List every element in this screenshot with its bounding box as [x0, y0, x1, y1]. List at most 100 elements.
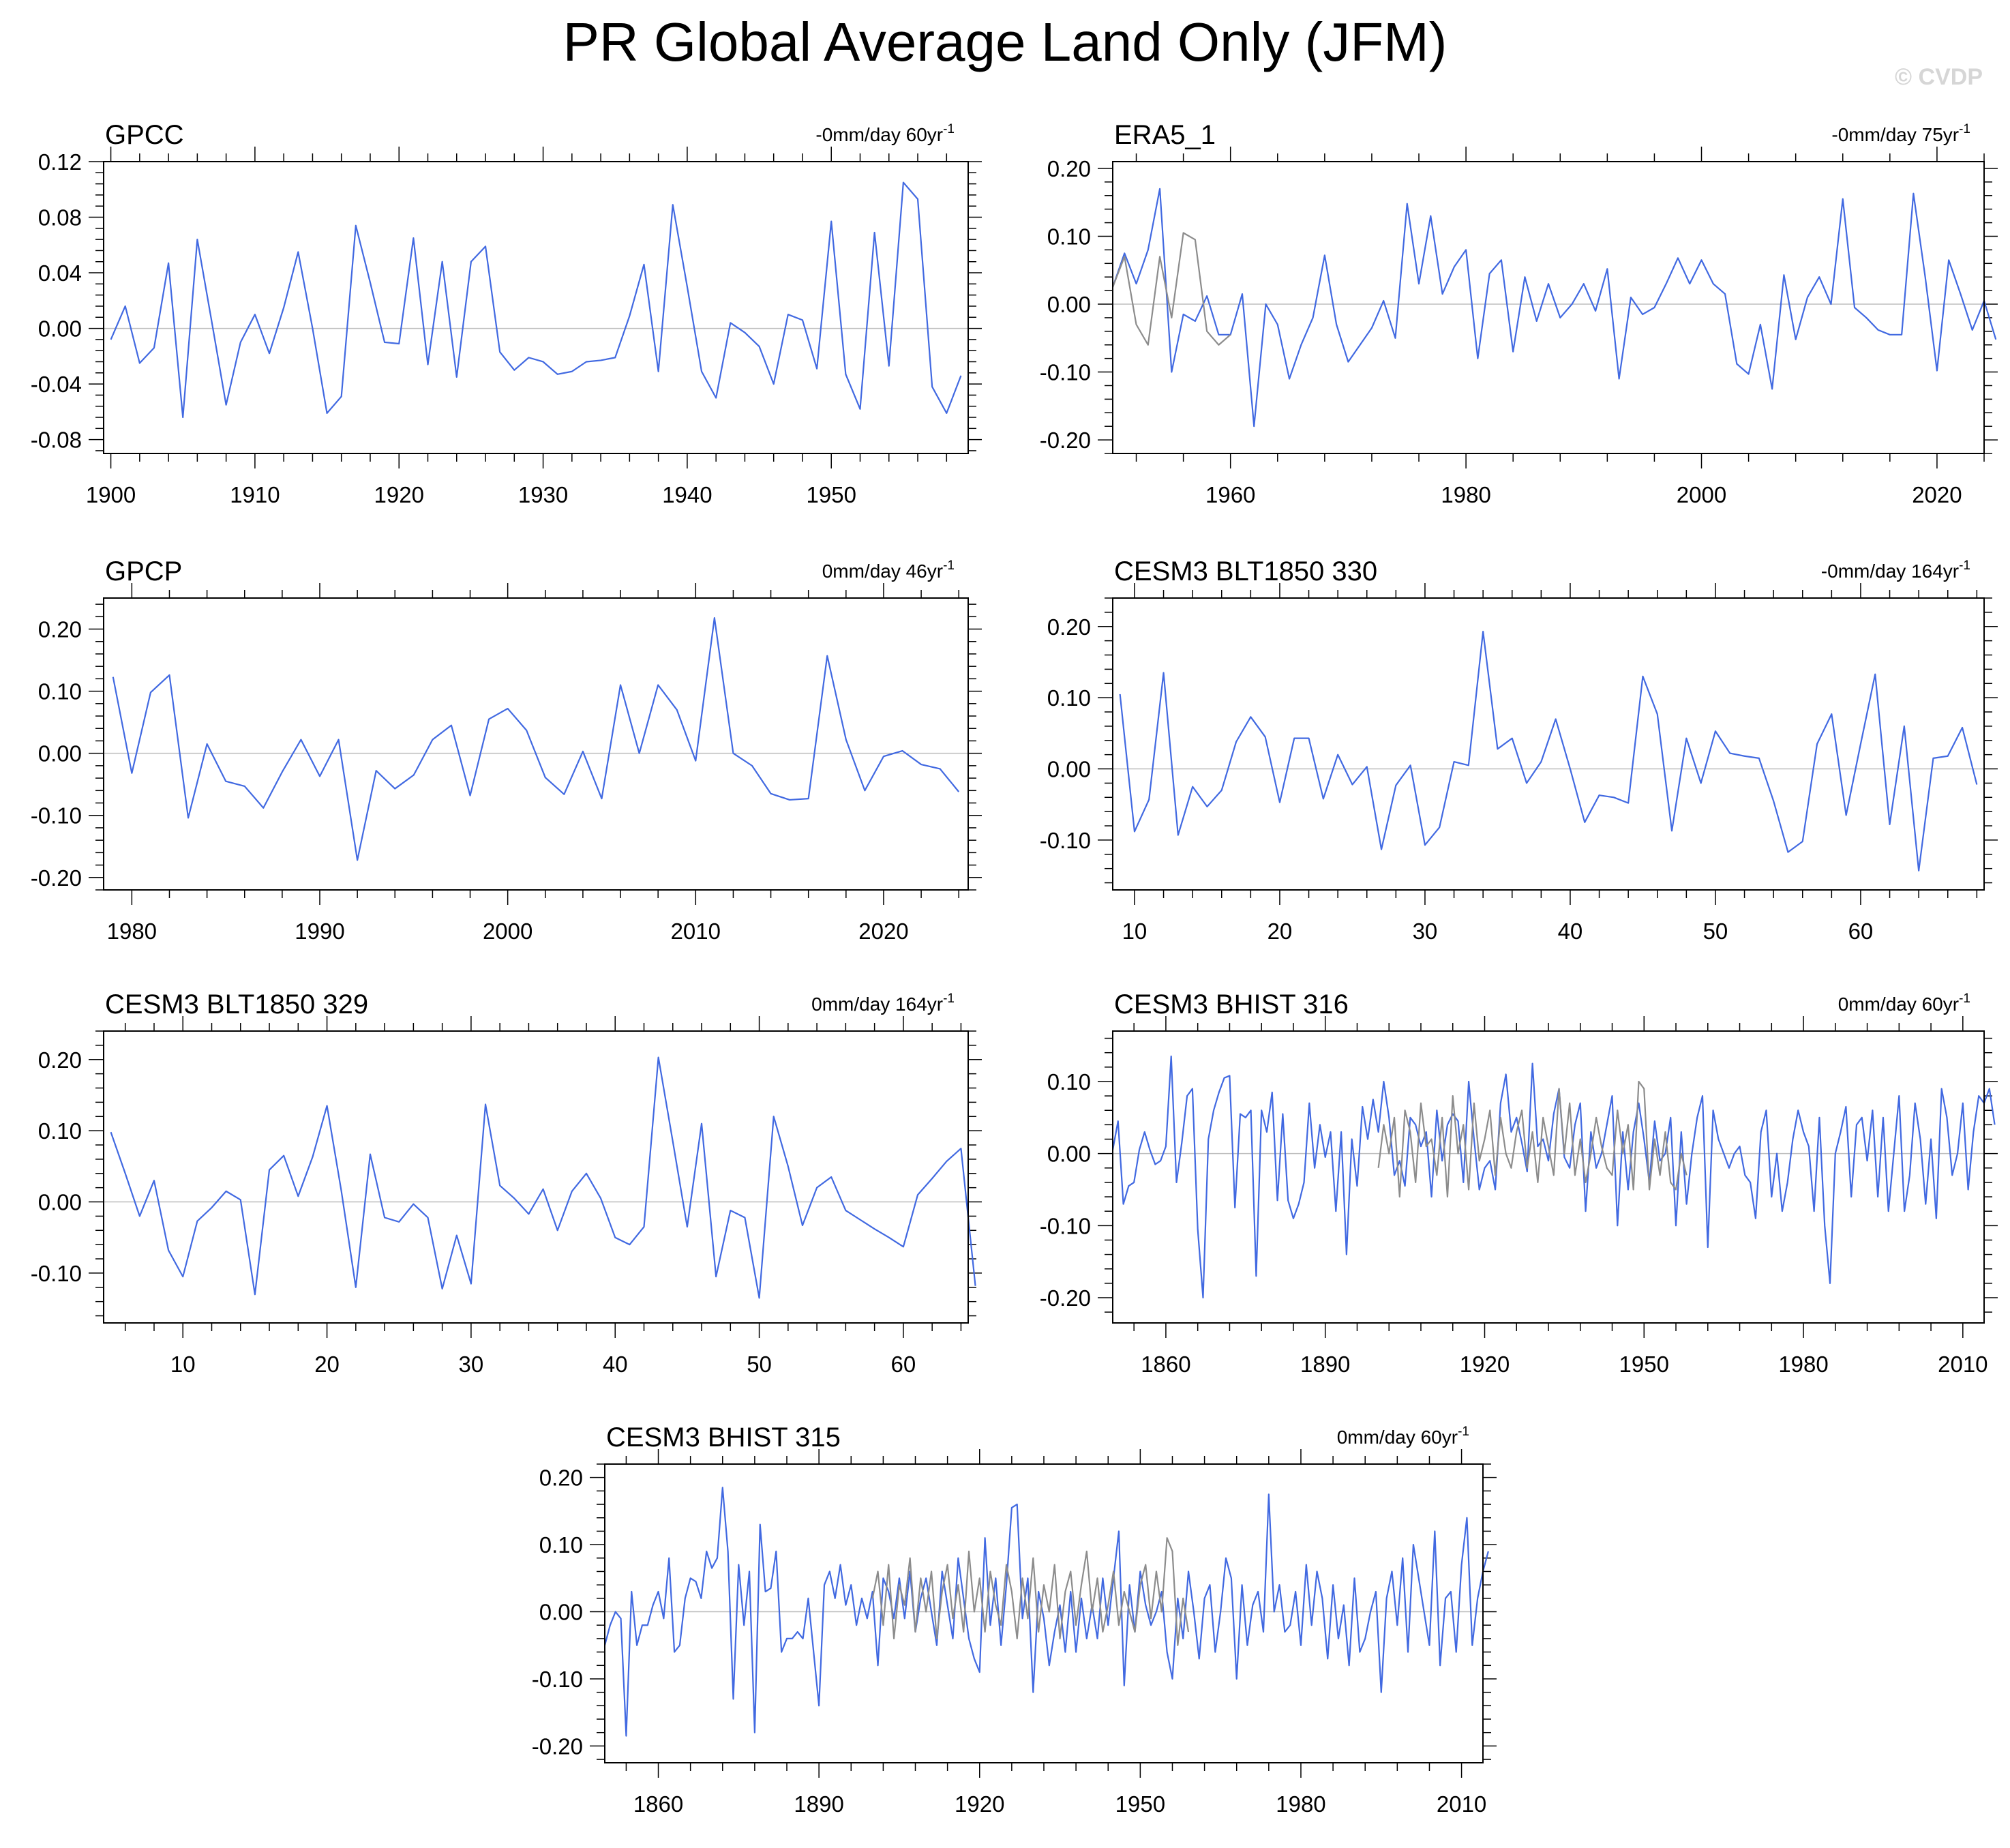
y-tick-label: 0.20 [539, 1465, 583, 1491]
x-tick-label: 1860 [633, 1791, 683, 1817]
chart-title: CESM3 BHIST 315 [606, 1422, 841, 1452]
series-line-0 [1111, 188, 1997, 428]
y-tick-label: 0.12 [38, 149, 82, 175]
x-tick-label: 1950 [807, 482, 856, 507]
panel-cesm3-bhist-315: CESM3 BHIST 315 0mm/day 60yr-1 -0.20 -0.10 0… [515, 1408, 1498, 1838]
page-title: PR Global Average Land Only (JFM) [562, 12, 1448, 72]
trend-main: 0mm/day 60yr [1337, 1427, 1458, 1448]
x-tick-label: 1990 [295, 919, 344, 944]
x-tick-label: 1950 [1115, 1791, 1165, 1817]
x-tick-label: 1900 [86, 482, 136, 507]
x-tick-label: 50 [747, 1352, 772, 1377]
x-tick-label: 2000 [483, 919, 532, 944]
cesm3-bhist-315-svg: CESM3 BHIST 315 0mm/day 60yr-1 -0.20 -0.10 0… [532, 1422, 1498, 1817]
x-tick-label: 2020 [858, 919, 908, 944]
x-tick-label: 20 [314, 1352, 340, 1377]
trend-main: -0mm/day 75yr [1831, 124, 1959, 145]
y-tick-label: -0.20 [1040, 428, 1091, 453]
trend-label: 0mm/day 164yr-1 [811, 992, 955, 1015]
x-tick-label: 30 [1413, 919, 1438, 944]
chart-title: GPCC [105, 120, 184, 150]
y-tick-label: -0.08 [31, 428, 82, 453]
x-tick-label: 10 [170, 1352, 196, 1377]
x-tick-label: 2020 [1912, 482, 1962, 507]
panel-era5: ERA5_1 -0mm/day 75yr-1 -0.20 -0.10 0.00 0.10 0… [1023, 106, 1999, 528]
chart-title: CESM3 BHIST 316 [1114, 989, 1349, 1019]
y-tick-label: 0.00 [38, 741, 82, 766]
chart-title: GPCP [105, 556, 182, 586]
x-tick-label: 2000 [1677, 482, 1726, 507]
trend-main: -0mm/day 60yr [815, 124, 943, 145]
x-tick-label: 1930 [518, 482, 568, 507]
trend-label: -0mm/day 75yr-1 [1831, 122, 1970, 145]
y-tick-label: -0.10 [1040, 1213, 1091, 1238]
y-tick-label: 0.20 [1047, 614, 1091, 640]
trend-label: 0mm/day 46yr-1 [822, 558, 955, 582]
x-tick-label: 2010 [1938, 1352, 1987, 1377]
y-tick-label: 0.10 [1047, 685, 1091, 711]
x-tick-label: 20 [1268, 919, 1293, 944]
trend-superscript: -1 [943, 122, 955, 136]
y-tick-label: 0.10 [539, 1532, 583, 1558]
series-line-0 [112, 617, 960, 861]
trend-label: 0mm/day 60yr-1 [1337, 1425, 1469, 1448]
panel-gpcc: GPCC -0mm/day 60yr-1 -0.08 -0.04 0.00 0.04 0.0… [14, 106, 983, 528]
x-tick-label: 1920 [1460, 1352, 1510, 1377]
plot-frame [103, 1030, 969, 1324]
y-tick-label: -0.10 [1040, 360, 1091, 385]
plot-frame [103, 161, 969, 454]
x-tick-label: 2010 [671, 919, 721, 944]
y-tick-label: -0.20 [1040, 1285, 1091, 1311]
y-tick-label: 0.00 [38, 1190, 82, 1215]
y-tick-label: 0.08 [38, 205, 82, 230]
x-tick-label: 2010 [1437, 1791, 1486, 1817]
gpcp-svg: GPCP 0mm/day 46yr-1 -0.20 -0.10 0.00 0.10 0.20… [31, 556, 983, 944]
series-line-0 [110, 1056, 976, 1299]
trend-superscript: -1 [943, 992, 955, 1006]
cesm3-blt1850-330-svg: CESM3 BLT1850 330 -0mm/day 164yr-1 -0.10 0.… [1040, 556, 1999, 944]
x-tick-label: 1920 [374, 482, 424, 507]
x-tick-label: 1890 [794, 1791, 843, 1817]
y-tick-label: -0.10 [31, 803, 82, 829]
panel-cesm3-blt1850-329: CESM3 BLT1850 329 0mm/day 164yr-1 -0.10 0.0… [14, 975, 983, 1398]
x-tick-label: 1920 [955, 1791, 1004, 1817]
y-tick-label: 0.10 [38, 1118, 82, 1144]
y-tick-label: 0.10 [1047, 1069, 1091, 1094]
y-tick-label: 0.00 [1047, 1142, 1091, 1167]
y-tick-label: -0.10 [532, 1667, 583, 1692]
y-tick-label: -0.10 [1040, 828, 1091, 853]
x-tick-label: 1980 [1441, 482, 1490, 507]
panel-cesm3-bhist-316: CESM3 BHIST 316 0mm/day 60yr-1 -0.20 -0.10 0… [1023, 975, 1999, 1398]
trend-superscript: -1 [1959, 558, 1970, 573]
y-tick-label: 0.00 [539, 1600, 583, 1625]
series-line-0 [603, 1487, 1489, 1737]
series-line-1 [1377, 1080, 1687, 1198]
series-line-1 [1111, 232, 1231, 346]
x-tick-label: 50 [1703, 919, 1728, 944]
panel-cesm3-blt1850-330: CESM3 BLT1850 330 -0mm/day 164yr-1 -0.10 0.… [1023, 542, 1999, 965]
trend-label: 0mm/day 60yr-1 [1838, 992, 1970, 1015]
x-tick-label: 1910 [230, 482, 280, 507]
x-tick-label: 1960 [1205, 482, 1255, 507]
series-line-0 [1119, 630, 1978, 871]
trend-main: 0mm/day 164yr [811, 994, 943, 1015]
trend-main: -0mm/day 164yr [1821, 561, 1959, 582]
x-tick-label: 1890 [1300, 1352, 1350, 1377]
series-line-1 [871, 1537, 1190, 1646]
x-tick-label: 10 [1122, 919, 1148, 944]
trend-superscript: -1 [943, 558, 955, 573]
plot-frame [103, 597, 969, 891]
y-tick-label: 0.10 [38, 679, 82, 704]
x-tick-label: 1980 [1276, 1791, 1325, 1817]
series-line-0 [110, 181, 962, 419]
x-tick-label: 60 [1848, 919, 1874, 944]
y-tick-label: 0.20 [1047, 156, 1091, 181]
x-tick-label: 60 [891, 1352, 916, 1377]
y-tick-label: 0.00 [38, 316, 82, 342]
trend-main: 0mm/day 60yr [1838, 994, 1959, 1015]
y-tick-label: -0.20 [532, 1733, 583, 1759]
plot-frame [1112, 597, 1985, 891]
x-tick-label: 40 [603, 1352, 628, 1377]
chart-title: CESM3 BLT1850 329 [105, 989, 368, 1019]
x-tick-label: 1950 [1619, 1352, 1669, 1377]
